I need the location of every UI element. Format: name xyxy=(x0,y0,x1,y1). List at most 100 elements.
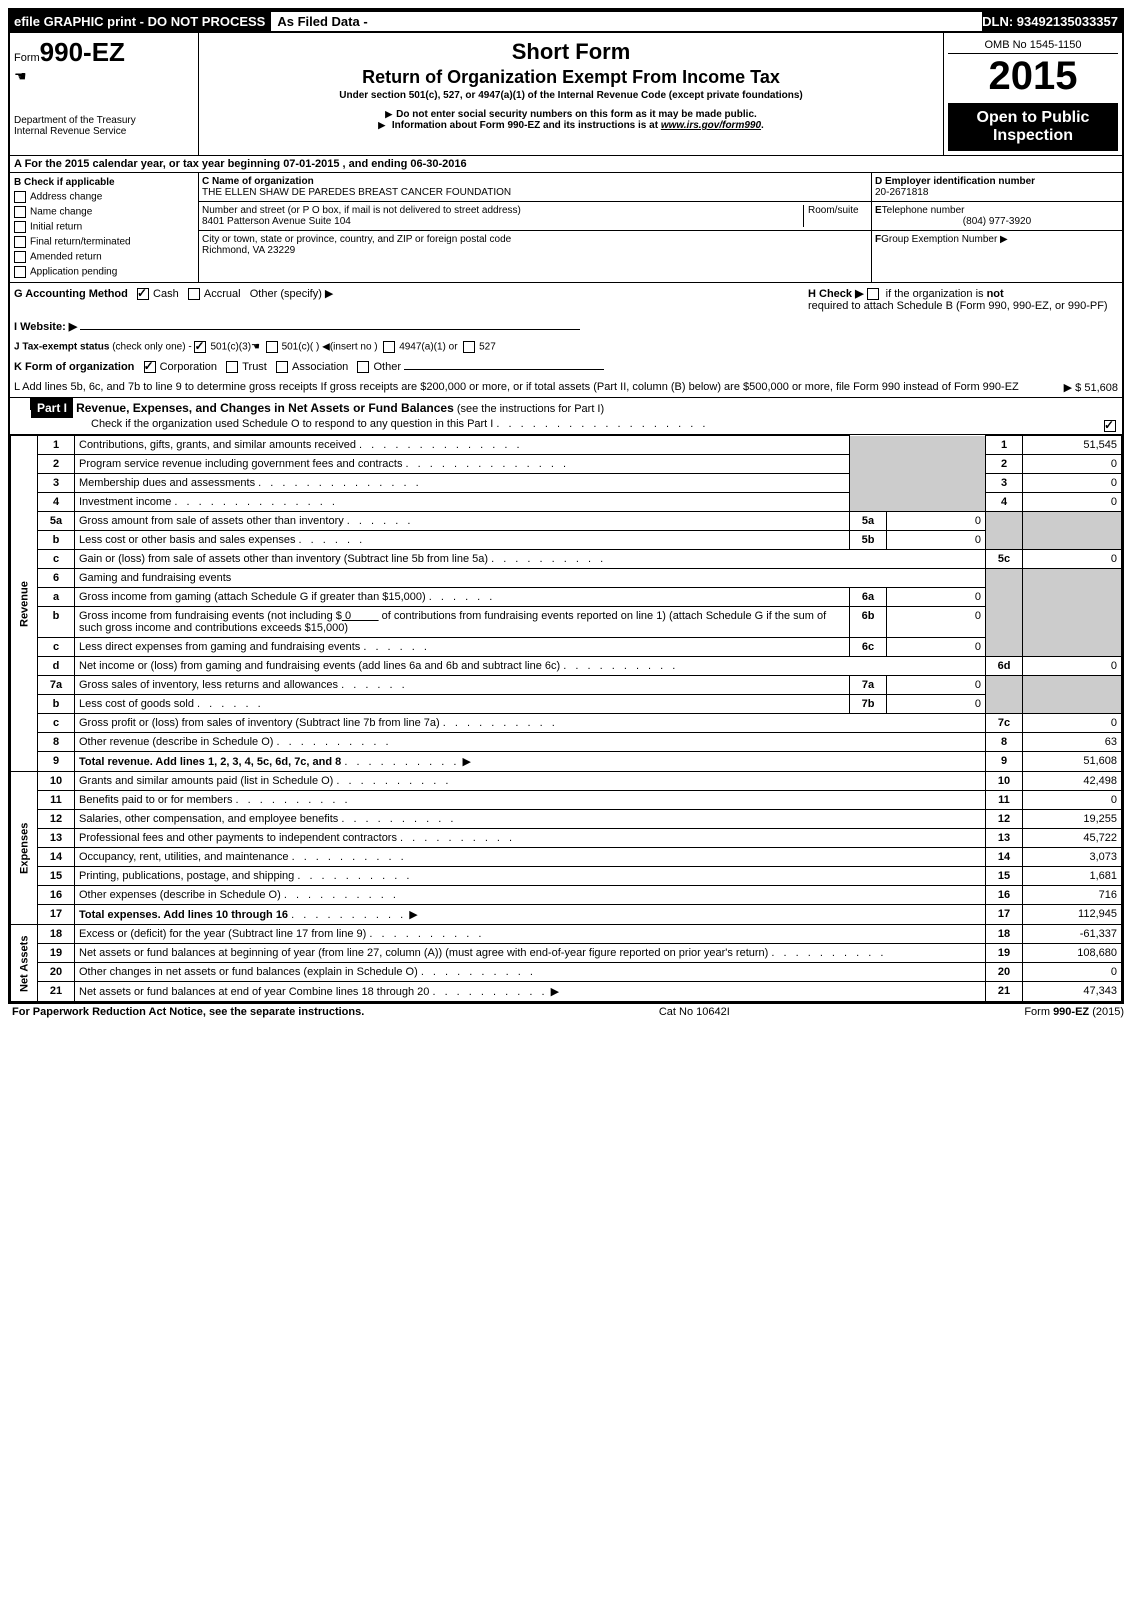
header-center: Short Form Return of Organization Exempt… xyxy=(199,33,944,155)
dln-label: DLN: 93492135033357 xyxy=(982,14,1118,29)
expenses-label: Expenses xyxy=(11,772,38,925)
b-checkbox[interactable] xyxy=(14,191,26,203)
k-other: Other xyxy=(373,361,401,373)
section-c: C Name of organization THE ELLEN SHAW DE… xyxy=(199,173,872,282)
org-name: THE ELLEN SHAW DE PAREDES BREAST CANCER … xyxy=(202,187,511,198)
h-rest: if the organization is xyxy=(886,288,984,300)
open-public-box: Open to Public Inspection xyxy=(948,103,1118,151)
j-e: 527 xyxy=(479,342,496,353)
room-label: Room/suite xyxy=(804,205,868,227)
h-label: H Check ▶ xyxy=(808,288,864,300)
section-def: D Employer identification number 20-2671… xyxy=(872,173,1122,282)
addr-label: Number and street (or P O box, if mail i… xyxy=(202,205,521,216)
revenue-label: Revenue xyxy=(11,436,38,772)
b-checkbox[interactable] xyxy=(14,251,26,263)
h-not: not xyxy=(987,288,1004,300)
section-j: J Tax-exempt status (check only one) - 5… xyxy=(10,337,1122,357)
part1-label: Part I xyxy=(31,398,73,418)
efile-label: efile GRAPHIC print - DO NOT PROCESS xyxy=(14,14,265,29)
b-item-label: Final return/terminated xyxy=(30,237,131,248)
footer-right-a: Form xyxy=(1024,1006,1050,1018)
form-number: 990-EZ xyxy=(40,37,125,67)
k-assoc-checkbox[interactable] xyxy=(276,361,288,373)
j-4947-checkbox[interactable] xyxy=(383,341,395,353)
under-text: Under section 501(c), 527, or 4947(a)(1)… xyxy=(203,90,939,101)
b-item-label: Amended return xyxy=(30,252,102,263)
section-l: L Add lines 5b, 6c, and 7b to line 9 to … xyxy=(10,377,1122,398)
k-corp-checkbox[interactable] xyxy=(144,361,156,373)
form-container: efile GRAPHIC print - DO NOT PROCESS As … xyxy=(8,8,1124,1004)
accrual-label: Accrual xyxy=(204,288,241,300)
asfiled-label: As Filed Data - xyxy=(271,12,982,31)
k-assoc: Association xyxy=(292,361,348,373)
efile-bar: efile GRAPHIC print - DO NOT PROCESS As … xyxy=(10,10,1122,33)
h-checkbox[interactable] xyxy=(867,288,879,300)
k-label: K Form of organization xyxy=(14,361,134,373)
lines-table: Revenue1Contributions, gifts, grants, an… xyxy=(10,435,1122,1002)
tax-year-row: A For the 2015 calendar year, or tax yea… xyxy=(10,156,1122,173)
short-form-title: Short Form xyxy=(203,39,939,65)
e-text: Telephone number xyxy=(882,205,965,216)
org-city: Richmond, VA 23229 xyxy=(202,245,295,256)
phone: (804) 977-3920 xyxy=(875,216,1119,227)
part1-checkbox[interactable] xyxy=(1104,420,1116,432)
b-label: B Check if applicable xyxy=(14,177,194,188)
j-527-checkbox[interactable] xyxy=(463,341,475,353)
j-d: 4947(a)(1) or xyxy=(399,342,457,353)
b-checkbox[interactable] xyxy=(14,236,26,248)
j-label: J Tax-exempt status xyxy=(14,342,109,353)
ein: 20-2671818 xyxy=(875,187,928,198)
k-trust-checkbox[interactable] xyxy=(226,361,238,373)
b-checkbox[interactable] xyxy=(14,221,26,233)
section-gh: G Accounting Method Cash Accrual Other (… xyxy=(10,283,1122,316)
h-rest2: required to attach Schedule B (Form 990,… xyxy=(808,300,1108,312)
cash-checkbox[interactable] xyxy=(137,288,149,300)
note2b: . xyxy=(761,120,764,131)
b-checkbox[interactable] xyxy=(14,266,26,278)
j-b: 501(c)( ) xyxy=(282,342,320,353)
part1-subtitle: (see the instructions for Part I) xyxy=(457,403,604,415)
footer-center: Cat No 10642I xyxy=(659,1006,730,1018)
i-label: I Website: ▶ xyxy=(14,321,77,333)
section-i: I Website: ▶ xyxy=(10,316,1122,337)
form-prefix: Form xyxy=(14,52,40,64)
part1-check: Check if the organization used Schedule … xyxy=(31,418,493,430)
l-text: L Add lines 5b, 6c, and 7b to line 9 to … xyxy=(14,381,1019,393)
e-label: E xyxy=(875,205,882,216)
j-501c-checkbox[interactable] xyxy=(266,341,278,353)
part1-row: Part I Revenue, Expenses, and Changes in… xyxy=(10,398,1122,435)
section-b: B Check if applicable Address change Name… xyxy=(10,173,199,282)
main-title: Return of Organization Exempt From Incom… xyxy=(203,67,939,88)
j-small: (check only one) - xyxy=(112,342,191,353)
inspect-label: Inspection xyxy=(954,127,1112,145)
b-item-label: Name change xyxy=(30,207,92,218)
info-grid: B Check if applicable Address change Name… xyxy=(10,173,1122,283)
city-label: City or town, state or province, country… xyxy=(202,234,511,245)
j-501c3-checkbox[interactable] xyxy=(194,341,206,353)
footer-right-b: 990-EZ xyxy=(1053,1006,1089,1018)
other-label: Other (specify) ▶ xyxy=(250,288,334,300)
net-assets-label: Net Assets xyxy=(11,925,38,1002)
g-label: G Accounting Method xyxy=(14,288,128,300)
footer-left: For Paperwork Reduction Act Notice, see … xyxy=(12,1006,364,1018)
cash-label: Cash xyxy=(153,288,179,300)
omb-label: OMB No 1545-1150 xyxy=(948,37,1118,54)
header-left: Form990-EZ ☚ Department of the Treasury … xyxy=(10,33,199,155)
f-text: Group Exemption Number ▶ xyxy=(881,234,1008,245)
j-a: 501(c)(3) xyxy=(210,342,251,353)
k-other-checkbox[interactable] xyxy=(357,361,369,373)
footer-right-c: (2015) xyxy=(1092,1006,1124,1018)
dept-label: Department of the Treasury xyxy=(14,115,194,126)
b-item-label: Initial return xyxy=(30,222,82,233)
part1-title: Revenue, Expenses, and Changes in Net As… xyxy=(76,401,454,415)
accrual-checkbox[interactable] xyxy=(188,288,200,300)
header-row: Form990-EZ ☚ Department of the Treasury … xyxy=(10,33,1122,156)
b-item-label: Address change xyxy=(30,192,102,203)
page-footer: For Paperwork Reduction Act Notice, see … xyxy=(8,1004,1128,1020)
b-checkbox[interactable] xyxy=(14,206,26,218)
note2a: Information about Form 990-EZ and its in… xyxy=(392,120,661,131)
d-label: D Employer identification number xyxy=(875,176,1035,187)
k-trust: Trust xyxy=(242,361,267,373)
irs-link[interactable]: www.irs.gov/form990 xyxy=(661,120,761,131)
tax-year: 2015 xyxy=(948,54,1118,99)
